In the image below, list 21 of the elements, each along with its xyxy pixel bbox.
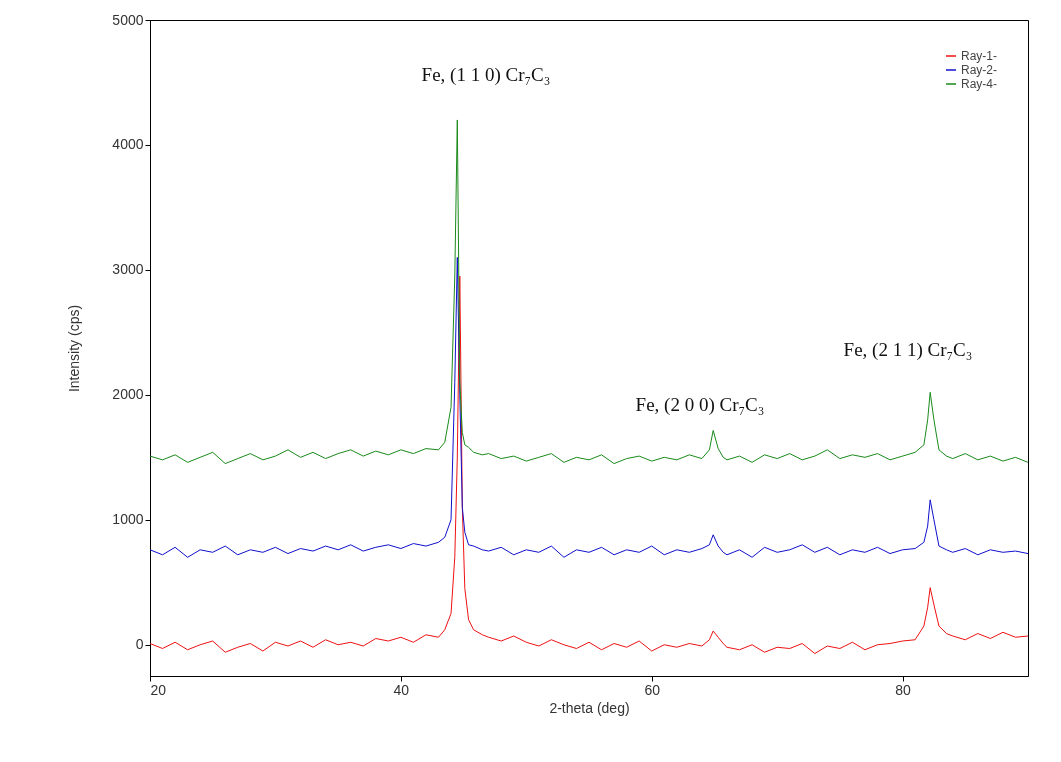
legend-label: Ray-4- (961, 77, 998, 91)
y-tick-label: 0 (135, 636, 144, 653)
line-series (150, 119, 1028, 465)
line-series (150, 275, 1028, 655)
y-tick-label: 2000 (112, 386, 144, 403)
line-series (150, 256, 1028, 558)
x-tick-label: 20 (150, 681, 167, 698)
x-tick-label: 40 (393, 681, 410, 698)
annotation: Fe, (1 1 0) Cr₇C₃ (421, 64, 551, 86)
y-tick-label: 3000 (112, 261, 144, 278)
legend-label: Ray-1- (961, 49, 998, 63)
y-tick-label: 1000 (112, 511, 144, 528)
x-tick-label: 60 (644, 681, 661, 698)
y-tick-label: 5000 (112, 11, 144, 28)
y-tick-label: 4000 (112, 136, 144, 153)
annotation: Fe, (2 0 0) Cr₇C₃ (635, 394, 765, 416)
y-axis-title: Intensity (cps) (66, 304, 83, 393)
legend-label: Ray-2- (961, 63, 998, 77)
annotation: Fe, (2 1 1) Cr₇C₃ (843, 339, 973, 361)
x-axis-title: 2-theta (deg) (549, 699, 630, 716)
x-tick-label: 80 (895, 681, 912, 698)
